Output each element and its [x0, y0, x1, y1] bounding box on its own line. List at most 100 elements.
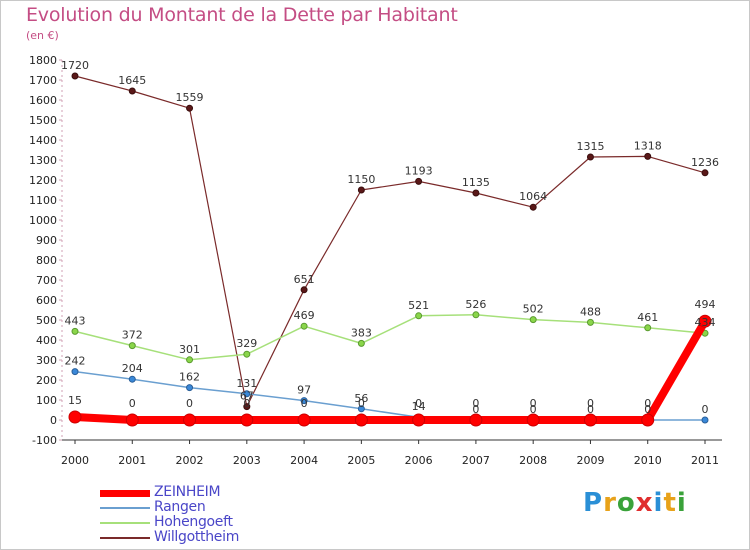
data-label-zeinheim: 0 — [243, 397, 250, 410]
data-label-hohengoeft: 443 — [65, 314, 86, 327]
data-label-hohengoeft: 488 — [580, 305, 601, 318]
data-label-hohengoeft: 526 — [465, 298, 486, 311]
data-label-hohengoeft: 469 — [294, 309, 315, 322]
data-label-hohengoeft: 329 — [236, 337, 257, 350]
chart-subtitle: (en €) — [26, 29, 59, 42]
data-point-willgottheim — [415, 177, 423, 185]
y-tick-label: 1600 — [29, 94, 57, 107]
x-tick-label: 2011 — [691, 454, 719, 467]
data-point-zeinheim — [297, 413, 311, 427]
x-tick-label: 2007 — [462, 454, 490, 467]
data-point-hohengoeft — [71, 327, 79, 335]
legend-label-willgottheim: Willgottheim — [154, 529, 240, 545]
chart-axes: -100010020030040050060070080090010001100… — [29, 54, 722, 467]
y-tick-label: 1200 — [29, 174, 57, 187]
data-point-zeinheim — [354, 413, 368, 427]
data-label-hohengoeft: 521 — [408, 299, 429, 312]
y-tick-label: 1700 — [29, 74, 57, 87]
data-point-hohengoeft — [472, 311, 480, 319]
legend-swatch-rangen — [100, 507, 150, 509]
data-point-willgottheim — [472, 189, 480, 197]
y-tick-label: 1800 — [29, 54, 57, 67]
logo-letter: o — [616, 488, 636, 518]
data-label-rangen: 162 — [179, 371, 200, 384]
data-label-willgottheim: 67 — [240, 390, 254, 403]
data-label-zeinheim: 0 — [129, 397, 136, 410]
data-label-zeinheim: 15 — [68, 394, 82, 407]
data-label-rangen: 0 — [472, 403, 479, 416]
data-point-hohengoeft — [243, 350, 251, 358]
data-point-willgottheim — [529, 203, 537, 211]
series-line-zeinheim — [71, 317, 709, 424]
x-tick-label: 2005 — [347, 454, 375, 467]
data-label-zeinheim: 0 — [530, 397, 537, 410]
data-labels: 1720 1645 1559 67 651 1150 1193 1135 1064 1315 131… — [61, 59, 719, 416]
proxiti-logo: Proxiti — [583, 488, 687, 518]
data-label-willgottheim: 1236 — [691, 156, 719, 169]
x-tick-label: 2004 — [290, 454, 318, 467]
y-tick-label: 800 — [36, 254, 57, 267]
logo-letter: t — [663, 488, 677, 518]
y-tick-label: 600 — [36, 294, 57, 307]
series-layer — [68, 72, 712, 427]
logo-letter: x — [635, 488, 654, 518]
data-point-rangen — [128, 375, 136, 383]
data-point-zeinheim — [68, 410, 82, 424]
data-point-rangen — [701, 416, 709, 424]
data-point-willgottheim — [300, 286, 308, 294]
x-tick-label: 2000 — [61, 454, 89, 467]
legend-label-rangen: Rangen — [154, 499, 206, 515]
data-point-willgottheim — [71, 72, 79, 80]
data-label-hohengoeft: 461 — [637, 311, 658, 324]
data-point-willgottheim — [243, 403, 251, 411]
data-point-rangen — [357, 405, 365, 413]
y-tick-label: 1500 — [29, 114, 57, 127]
data-label-willgottheim: 1559 — [176, 91, 204, 104]
logo-letter: i — [676, 488, 687, 518]
data-point-hohengoeft — [357, 339, 365, 347]
y-tick-label: 1000 — [29, 214, 57, 227]
data-point-zeinheim — [698, 314, 712, 328]
data-label-rangen: 0 — [530, 403, 537, 416]
data-point-zeinheim — [183, 413, 197, 427]
series-line-hohengoeft — [74, 314, 706, 361]
data-label-hohengoeft: 372 — [122, 329, 143, 342]
data-label-hohengoeft: 434 — [695, 316, 716, 329]
data-label-willgottheim: 1645 — [118, 74, 146, 87]
x-tick-label: 2001 — [118, 454, 146, 467]
y-tick-label: 300 — [36, 354, 57, 367]
data-point-hohengoeft — [128, 342, 136, 350]
data-label-rangen: 97 — [297, 384, 311, 397]
legend-swatch-willgottheim — [100, 537, 150, 539]
data-label-willgottheim: 1315 — [576, 140, 604, 153]
data-point-zeinheim — [469, 413, 483, 427]
data-point-willgottheim — [644, 152, 652, 160]
chart-title: Evolution du Montant de la Dette par Hab… — [26, 4, 458, 26]
x-tick-label: 2008 — [519, 454, 547, 467]
y-tick-label: 1100 — [29, 194, 57, 207]
data-point-rangen — [300, 397, 308, 405]
data-label-rangen: 0 — [587, 403, 594, 416]
data-label-willgottheim: 1720 — [61, 59, 89, 72]
y-tick-label: 900 — [36, 234, 57, 247]
x-tick-label: 2002 — [176, 454, 204, 467]
series-line-willgottheim — [74, 75, 706, 408]
data-label-zeinheim: 0 — [358, 397, 365, 410]
data-label-willgottheim: 1193 — [405, 164, 433, 177]
data-point-zeinheim — [641, 413, 655, 427]
data-label-willgottheim: 1064 — [519, 190, 547, 203]
data-point-hohengoeft — [415, 312, 423, 320]
data-label-zeinheim: 0 — [186, 397, 193, 410]
x-tick-label: 2010 — [634, 454, 662, 467]
data-point-zeinheim — [526, 413, 540, 427]
data-label-rangen: 0 — [702, 403, 709, 416]
y-tick-label: 200 — [36, 374, 57, 387]
data-label-rangen: 204 — [122, 362, 143, 375]
data-point-zeinheim — [125, 413, 139, 427]
data-point-willgottheim — [128, 87, 136, 95]
legend-swatch-hohengoeft — [100, 522, 150, 524]
data-label-zeinheim: 0 — [644, 397, 651, 410]
data-point-rangen — [186, 384, 194, 392]
